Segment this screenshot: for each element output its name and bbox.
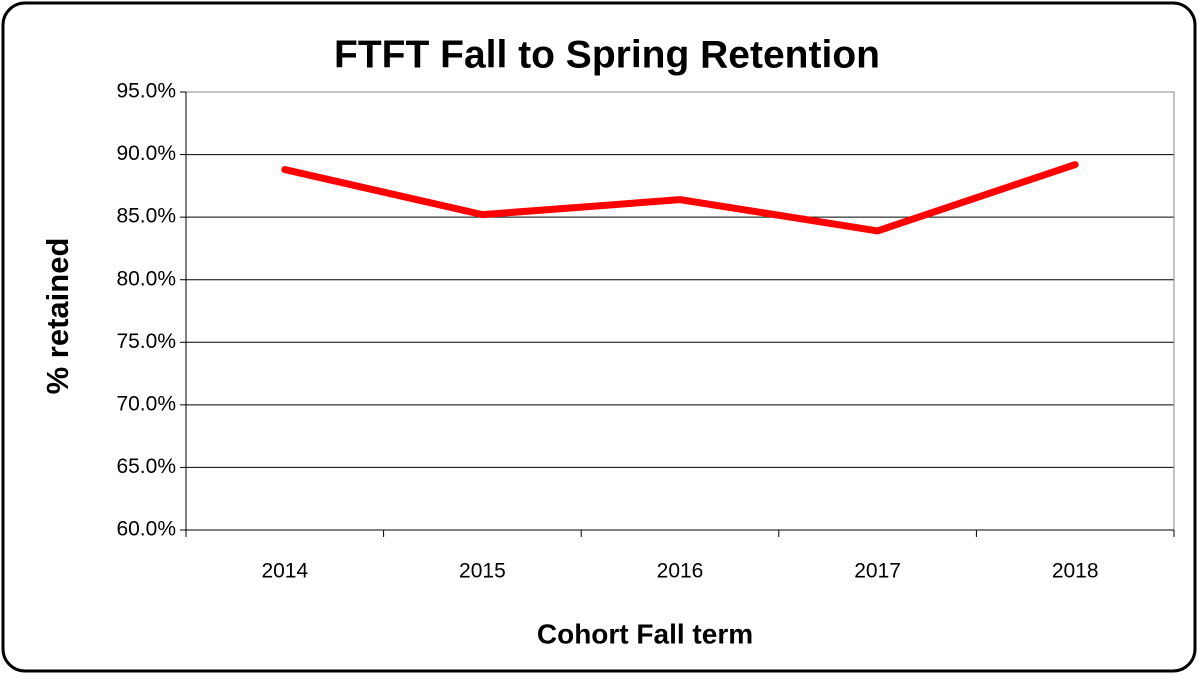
y-tick-label: 65.0% xyxy=(116,455,176,478)
chart-title: FTFT Fall to Spring Retention xyxy=(334,33,880,76)
y-tick-label: 60.0% xyxy=(116,518,176,541)
x-tick-label: 2016 xyxy=(657,560,704,583)
y-tick-label: 75.0% xyxy=(116,330,176,353)
x-tick-label: 2018 xyxy=(1052,560,1099,583)
x-tick-label: 2015 xyxy=(459,560,506,583)
x-axis-label: Cohort Fall term xyxy=(537,618,753,649)
x-tick-label: 2014 xyxy=(261,560,308,583)
y-tick-label: 70.0% xyxy=(116,392,176,415)
y-tick-label: 95.0% xyxy=(116,80,176,103)
y-axis-label: % retained xyxy=(40,238,75,395)
y-tick-label: 85.0% xyxy=(116,205,176,228)
y-tick-label: 80.0% xyxy=(116,267,176,290)
y-tick-label: 90.0% xyxy=(116,142,176,165)
x-tick-label: 2017 xyxy=(854,560,901,583)
data-line xyxy=(281,161,1079,235)
